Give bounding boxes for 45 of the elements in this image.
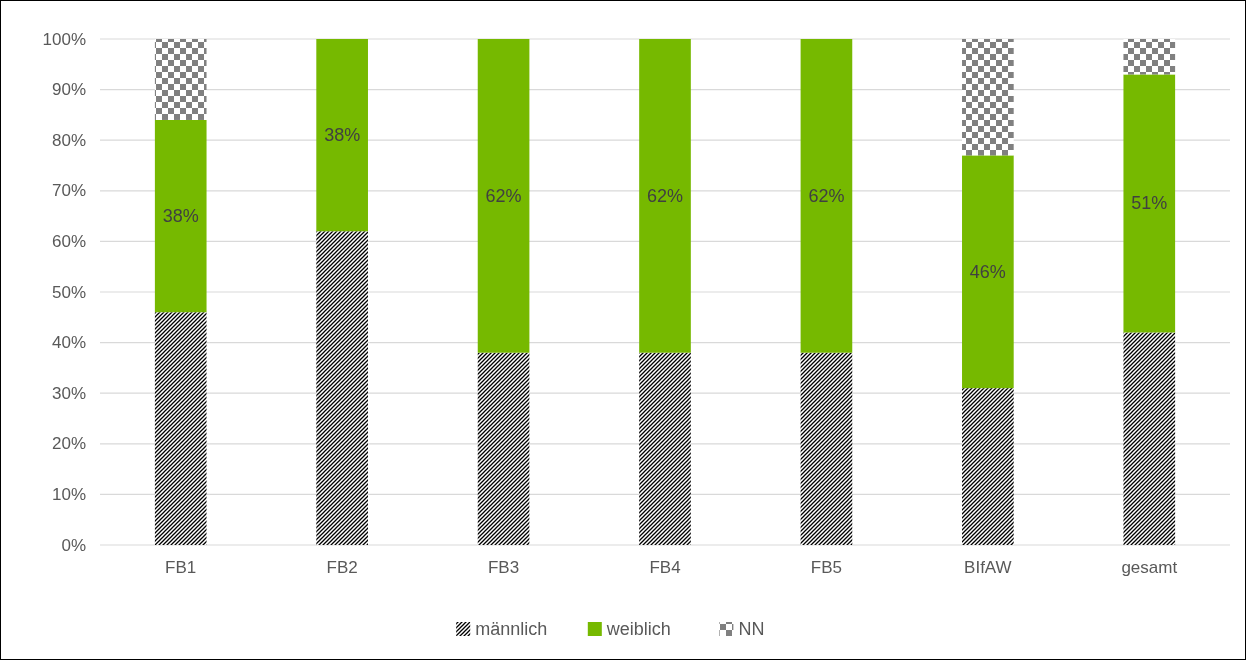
- x-tick-label: gesamt: [1121, 558, 1178, 577]
- bar: [962, 155, 1014, 389]
- y-tick-label: 70%: [51, 181, 86, 201]
- bar: [1123, 39, 1176, 75]
- bar: [800, 39, 853, 353]
- bar: [1123, 74, 1176, 333]
- x-tick-label: FB1: [165, 558, 197, 577]
- y-tick-label: 30%: [51, 383, 86, 403]
- bar: [639, 352, 691, 545]
- y-tick-label: 0%: [61, 535, 86, 555]
- bar: [1123, 332, 1176, 545]
- bar: [154, 312, 207, 545]
- data-label: 38%: [162, 206, 199, 227]
- x-tick-label: FB5: [810, 558, 843, 577]
- y-tick-label: 40%: [51, 333, 86, 353]
- bar: [800, 352, 853, 545]
- y-tick-label: 20%: [51, 434, 86, 454]
- y-tick-label: 90%: [51, 80, 86, 100]
- y-tick-label: 10%: [51, 484, 86, 504]
- bar: [477, 39, 530, 353]
- bar: [962, 39, 1014, 156]
- bar: [962, 388, 1014, 545]
- data-label: 51%: [1131, 193, 1168, 214]
- x-tick-label: BIfAW: [964, 558, 1012, 577]
- bar: [316, 39, 368, 232]
- x-tick-label: FB3: [487, 558, 520, 577]
- legend-label: männlich: [475, 619, 548, 639]
- data-label: 62%: [808, 185, 845, 206]
- legend-label: weiblich: [605, 619, 671, 639]
- x-tick-label: FB2: [326, 558, 358, 577]
- bar: [316, 231, 368, 545]
- y-tick-label: 80%: [51, 130, 86, 150]
- y-tick-label: 60%: [51, 231, 86, 251]
- y-tick-label: 50%: [51, 282, 86, 302]
- bar: [154, 119, 207, 313]
- data-label: 38%: [324, 125, 361, 146]
- bar: [639, 39, 691, 353]
- bar: [154, 39, 207, 120]
- data-label: 46%: [969, 261, 1006, 282]
- legend-label: NN: [738, 619, 765, 639]
- data-label: 62%: [485, 185, 522, 206]
- y-tick-label: 100%: [42, 29, 86, 49]
- x-tick-label: FB4: [649, 558, 681, 577]
- data-label: 62%: [646, 185, 684, 206]
- bar: [477, 352, 530, 545]
